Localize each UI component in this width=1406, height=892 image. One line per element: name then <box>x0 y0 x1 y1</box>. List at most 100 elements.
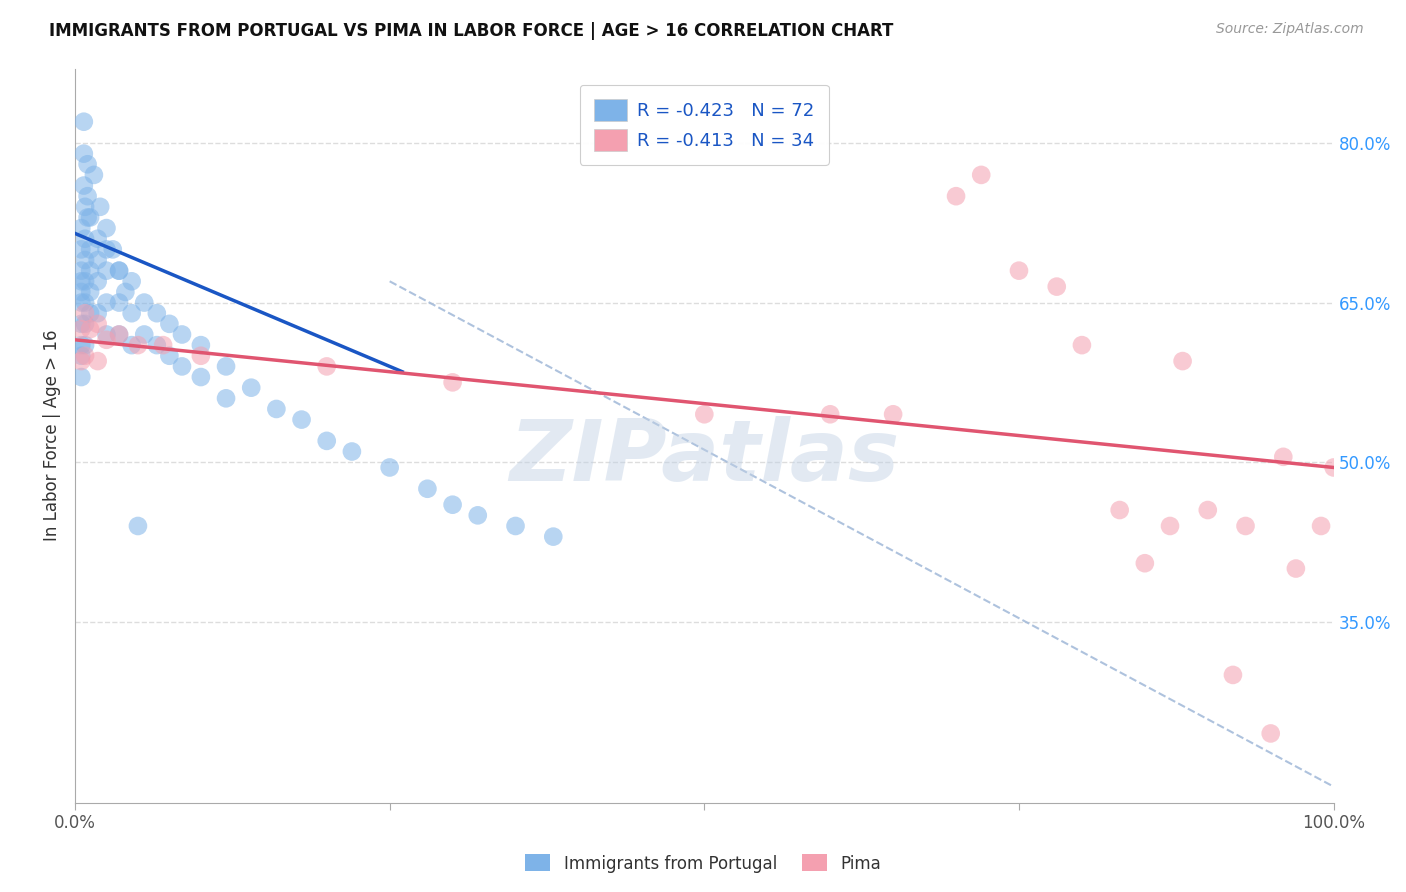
Point <box>96 333 118 347</box>
Point <box>108 263 131 277</box>
Point <box>127 338 149 352</box>
Point <box>70 221 93 235</box>
Point <box>70 354 93 368</box>
Legend: Immigrants from Portugal, Pima: Immigrants from Portugal, Pima <box>519 847 887 880</box>
Point <box>818 407 841 421</box>
Point <box>121 338 143 352</box>
Point <box>86 274 108 288</box>
Point <box>70 338 93 352</box>
Point <box>86 232 108 246</box>
Point <box>157 317 180 331</box>
Point <box>70 274 93 288</box>
Y-axis label: In Labor Force | Age > 16: In Labor Force | Age > 16 <box>44 330 60 541</box>
Point <box>127 519 149 533</box>
Point <box>75 295 97 310</box>
Point <box>86 354 108 368</box>
Point <box>79 263 101 277</box>
Point <box>134 327 156 342</box>
Point <box>505 519 527 533</box>
Point <box>75 252 97 267</box>
Point <box>101 243 124 257</box>
Point <box>79 211 101 225</box>
Point <box>190 349 212 363</box>
Point <box>73 178 96 193</box>
Point <box>416 482 439 496</box>
Point <box>1260 726 1282 740</box>
Point <box>76 189 98 203</box>
Point <box>1197 503 1219 517</box>
Point <box>543 530 565 544</box>
Point <box>96 243 118 257</box>
Point <box>70 322 93 336</box>
Point <box>170 359 193 374</box>
Point <box>96 221 118 235</box>
Point <box>290 412 312 426</box>
Point <box>79 306 101 320</box>
Point <box>121 274 143 288</box>
Point <box>75 200 97 214</box>
Point <box>1008 263 1031 277</box>
Point <box>170 327 193 342</box>
Point <box>96 327 118 342</box>
Point <box>96 295 118 310</box>
Point <box>157 349 180 363</box>
Point <box>75 274 97 288</box>
Point <box>79 285 101 299</box>
Point <box>152 338 174 352</box>
Point <box>1159 519 1181 533</box>
Point <box>75 349 97 363</box>
Point <box>1108 503 1130 517</box>
Point <box>1323 460 1346 475</box>
Point <box>1234 519 1257 533</box>
Point <box>121 306 143 320</box>
Point <box>96 263 118 277</box>
Point <box>70 370 93 384</box>
Point <box>467 508 489 523</box>
Point <box>73 146 96 161</box>
Point <box>190 370 212 384</box>
Point <box>1070 338 1092 352</box>
Point <box>70 317 93 331</box>
Point <box>266 401 288 416</box>
Point <box>1222 668 1244 682</box>
Point <box>83 168 105 182</box>
Point <box>76 211 98 225</box>
Point <box>70 295 93 310</box>
Point <box>79 322 101 336</box>
Text: Source: ZipAtlas.com: Source: ZipAtlas.com <box>1216 22 1364 37</box>
Point <box>1046 279 1069 293</box>
Point <box>76 157 98 171</box>
Point <box>315 359 337 374</box>
Point <box>1310 519 1333 533</box>
Point <box>70 285 93 299</box>
Point <box>190 338 212 352</box>
Point <box>86 317 108 331</box>
Point <box>882 407 904 421</box>
Point <box>108 327 131 342</box>
Point <box>86 306 108 320</box>
Point <box>108 327 131 342</box>
Point <box>378 460 401 475</box>
Point <box>215 359 238 374</box>
Point <box>70 349 93 363</box>
Point <box>441 376 464 390</box>
Legend: R = -0.423   N = 72, R = -0.413   N = 34: R = -0.423 N = 72, R = -0.413 N = 34 <box>579 85 830 165</box>
Point <box>108 295 131 310</box>
Point <box>970 168 993 182</box>
Text: IMMIGRANTS FROM PORTUGAL VS PIMA IN LABOR FORCE | AGE > 16 CORRELATION CHART: IMMIGRANTS FROM PORTUGAL VS PIMA IN LABO… <box>49 22 894 40</box>
Point <box>75 317 97 331</box>
Point <box>146 338 169 352</box>
Point <box>75 306 97 320</box>
Point <box>108 263 131 277</box>
Point <box>89 200 111 214</box>
Point <box>73 114 96 128</box>
Point <box>79 243 101 257</box>
Point <box>945 189 967 203</box>
Point <box>315 434 337 448</box>
Text: ZIPatlas: ZIPatlas <box>509 416 900 500</box>
Point <box>70 243 93 257</box>
Point <box>1285 561 1308 575</box>
Point <box>441 498 464 512</box>
Point <box>75 338 97 352</box>
Point <box>240 381 263 395</box>
